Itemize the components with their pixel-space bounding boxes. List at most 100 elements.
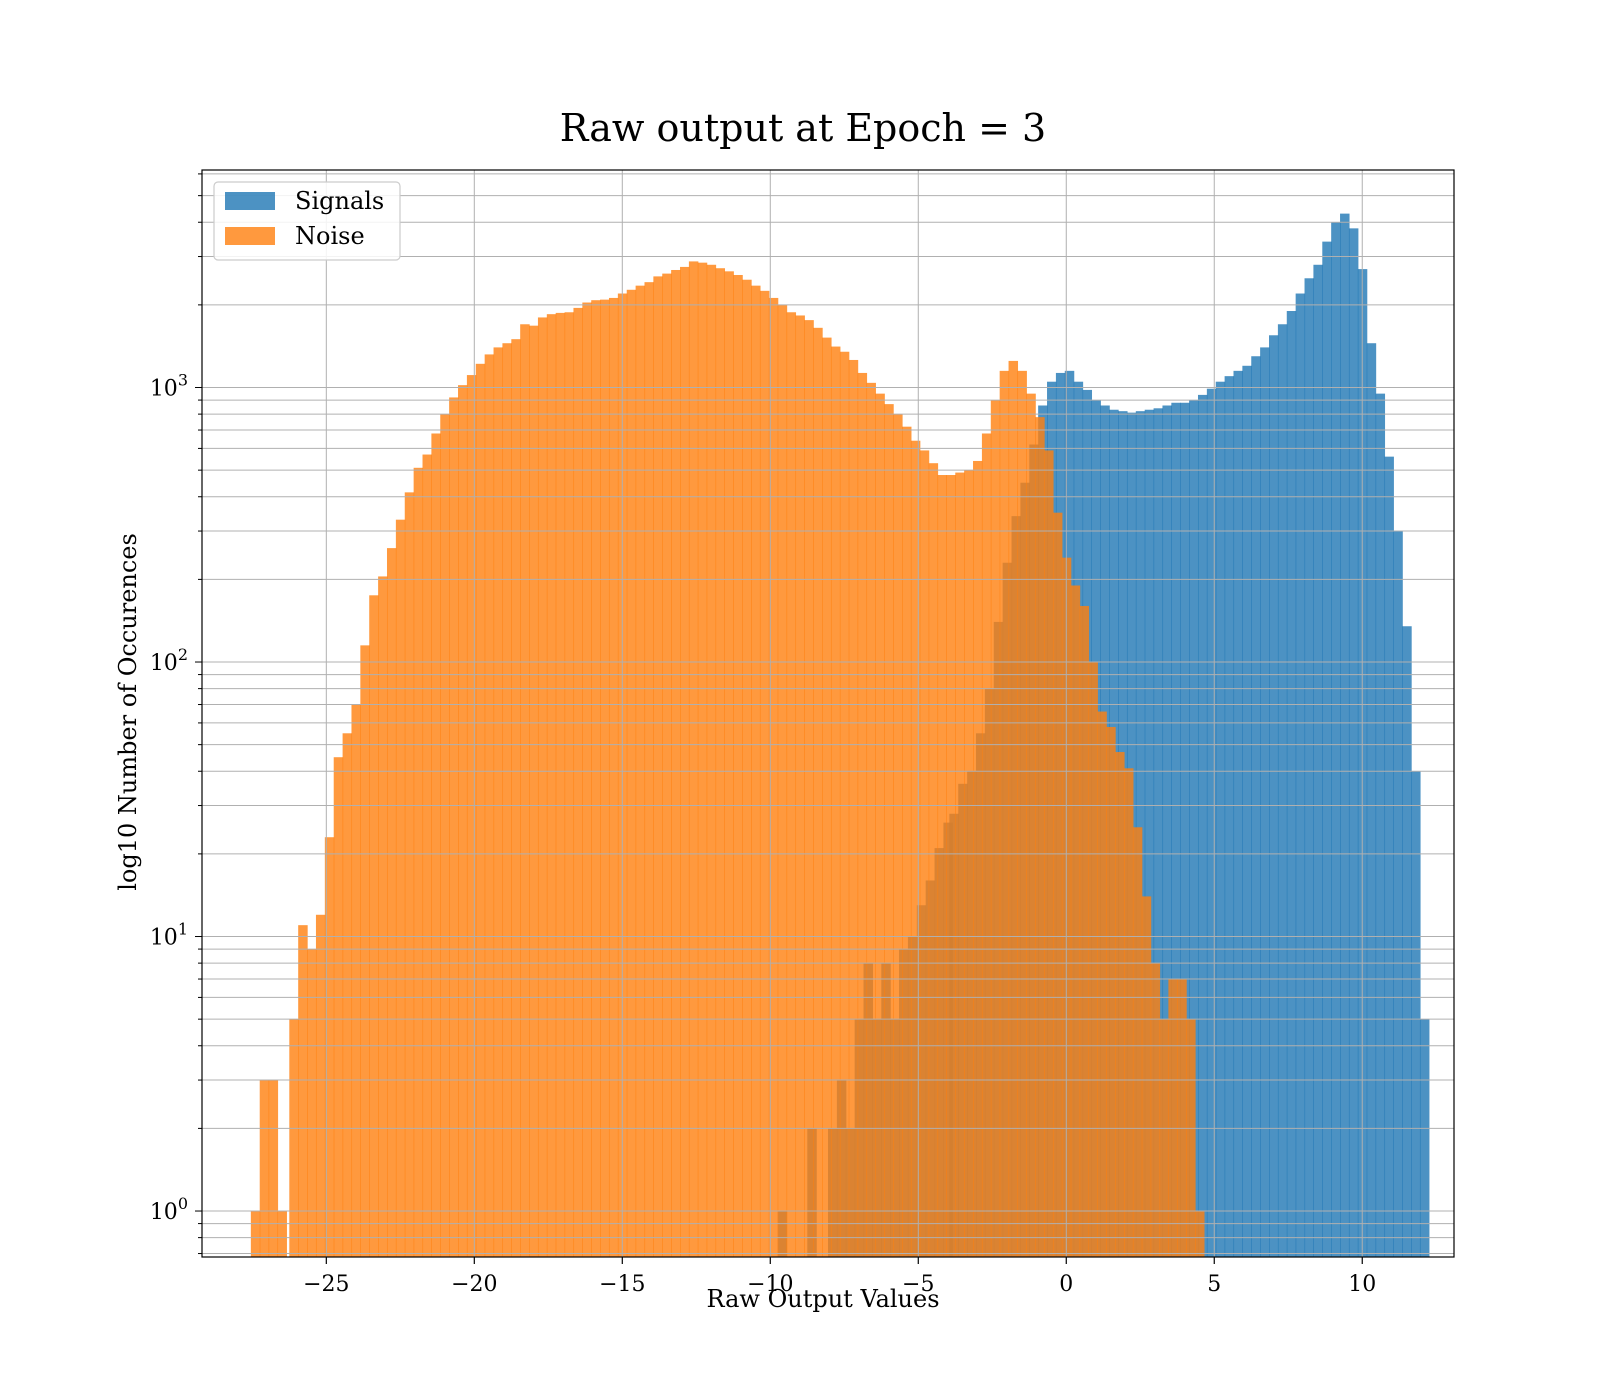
bar-noise-84 <box>999 370 1010 1257</box>
bar-noise-105 <box>1186 1019 1196 1257</box>
bar-noise-5 <box>298 925 308 1257</box>
y-tick-label-0: 100 <box>150 1194 188 1225</box>
x-tick-label-5: 0 <box>1059 1272 1073 1297</box>
bar-noise-44 <box>644 282 654 1257</box>
bar-noise-6 <box>307 949 317 1257</box>
bar-signals-69 <box>1419 1019 1430 1257</box>
bar-noise-16 <box>395 519 406 1257</box>
bar-noise-51 <box>706 264 717 1257</box>
bar-signals-45 <box>1206 388 1217 1257</box>
bar-noise-94 <box>1088 662 1098 1257</box>
bar-noise-77 <box>937 475 947 1257</box>
bar-noise-66 <box>839 351 850 1257</box>
bar-noise-17 <box>404 492 415 1257</box>
bar-noise-71 <box>884 404 894 1257</box>
y-tick-label-3: 103 <box>150 371 188 402</box>
bar-signals-65 <box>1384 456 1394 1257</box>
bar-noise-48 <box>680 266 690 1257</box>
bar-noise-100 <box>1141 896 1152 1257</box>
bar-noise-15 <box>386 548 397 1257</box>
bar-noise-52 <box>715 268 726 1257</box>
bar-signals-61 <box>1348 228 1359 1257</box>
bar-noise-35 <box>564 312 575 1257</box>
bar-noise-8 <box>324 837 335 1257</box>
bar-noise-39 <box>600 299 610 1257</box>
grid <box>202 170 1454 1257</box>
bar-noise-63 <box>813 327 823 1257</box>
bar-signals-64 <box>1375 393 1386 1257</box>
bar-signals-40 <box>1162 405 1172 1257</box>
legend-label-noise: Noise <box>295 222 365 250</box>
x-tick-label-6: 5 <box>1207 1272 1221 1297</box>
bar-noise-33 <box>546 314 557 1257</box>
bar-signals-53 <box>1277 324 1288 1257</box>
bar-noise-14 <box>378 576 388 1257</box>
bar-signals-63 <box>1366 343 1377 1257</box>
bar-signals-38 <box>1144 409 1155 1257</box>
bar-noise-68 <box>857 372 868 1257</box>
bar-signals-52 <box>1269 335 1279 1257</box>
bar-signals-55 <box>1295 293 1306 1257</box>
bar-noise-82 <box>981 433 992 1257</box>
x-tick-label-3: −10 <box>747 1272 793 1297</box>
bar-noise-32 <box>537 317 548 1257</box>
bar-noise-76 <box>928 463 939 1257</box>
legend-swatch-noise <box>225 227 275 245</box>
bar-noise-21 <box>440 414 450 1257</box>
bar-noise-40 <box>608 297 619 1257</box>
bar-noise-18 <box>413 467 424 1257</box>
bar-noise-85 <box>1008 360 1019 1257</box>
legend: Signals Noise <box>213 181 401 261</box>
bar-noise-80 <box>964 470 974 1257</box>
bar-noise-54 <box>733 274 743 1257</box>
chart-title: Raw output at Epoch = 3 <box>560 106 1046 150</box>
legend-swatch-signals <box>225 192 275 210</box>
bar-noise-45 <box>653 276 663 1257</box>
bar-signals-41 <box>1171 402 1181 1257</box>
bar-noise-106 <box>1195 1211 1205 1257</box>
bar-noise-25 <box>475 363 486 1257</box>
bar-noise-20 <box>431 433 441 1257</box>
bar-noise-58 <box>768 297 779 1257</box>
legend-label-signals: Signals <box>295 187 384 215</box>
bar-signals-39 <box>1153 408 1164 1257</box>
bar-noise-103 <box>1168 979 1178 1257</box>
axes-frame <box>201 169 1455 1258</box>
bar-noise-10 <box>342 733 353 1257</box>
bar-noise-70 <box>875 393 885 1257</box>
bar-noise-42 <box>626 289 637 1257</box>
bar-noise-4 <box>289 1019 299 1257</box>
bar-noise-19 <box>422 454 432 1257</box>
bar-signals-48 <box>1233 370 1243 1257</box>
bar-signals-57 <box>1313 264 1323 1257</box>
bar-noise-83 <box>990 400 1001 1257</box>
bar-noise-28 <box>502 343 512 1257</box>
bar-noise-95 <box>1097 711 1107 1257</box>
bar-noise-60 <box>786 312 797 1257</box>
bar-noise-37 <box>582 302 592 1257</box>
bar-noise-81 <box>973 460 983 1257</box>
y-tick-label-1: 101 <box>150 920 188 951</box>
bar-noise-64 <box>822 337 832 1257</box>
bar-noise-12 <box>360 645 370 1257</box>
bar-noise-27 <box>493 347 504 1257</box>
x-axis-label: Raw Output Values <box>706 1285 939 1313</box>
bar-signals-67 <box>1402 626 1412 1257</box>
bar-signals-43 <box>1189 400 1199 1257</box>
bar-noise-78 <box>946 475 956 1257</box>
bar-noise-87 <box>1026 393 1036 1257</box>
bar-signals-44 <box>1197 394 1208 1257</box>
bar-noise-72 <box>893 414 903 1257</box>
bar-noise-7 <box>315 914 326 1257</box>
bar-signals-60 <box>1340 213 1350 1257</box>
x-tick-label-2: −15 <box>599 1272 645 1297</box>
bar-signals-59 <box>1331 222 1341 1257</box>
bar-noise-79 <box>955 472 965 1257</box>
bar-noise-30 <box>520 324 530 1257</box>
bar-noise-36 <box>573 307 583 1257</box>
x-tick-label-1: −20 <box>451 1272 497 1297</box>
bar-signals-66 <box>1393 531 1403 1257</box>
bar-noise-97 <box>1115 752 1125 1257</box>
bar-noise-86 <box>1017 370 1027 1257</box>
